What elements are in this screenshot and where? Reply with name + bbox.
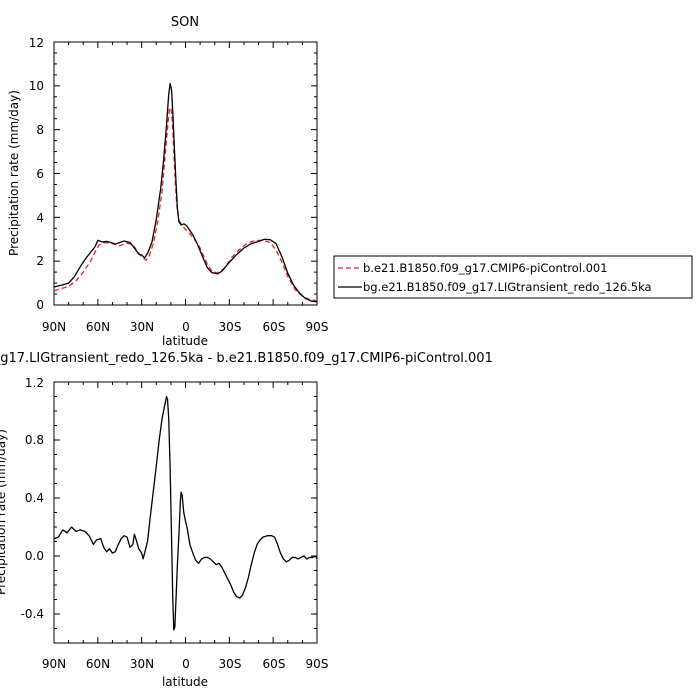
panel2-title: bg.e21.B1850.f09_g17.LIGtransient_redo_1… — [0, 351, 493, 366]
panel1-xtick-30s: 30S — [219, 320, 242, 334]
panel2-y-tick-labels: -0.4 0.0 0.4 0.8 1.2 — [21, 376, 44, 621]
panel1-xtick-30n: 30N — [130, 320, 154, 334]
panel2-xtick-60n: 60N — [86, 657, 110, 671]
panel2-ytick-1.2: 1.2 — [25, 376, 44, 390]
panel2-frame — [53, 381, 318, 644]
panel2-series — [53, 395, 318, 631]
panel1-ytick-6: 6 — [36, 167, 44, 181]
panel2-axes — [53, 381, 318, 644]
panel1-frame — [53, 41, 318, 306]
panel1-y-tick-labels: 0 2 4 6 8 10 12 — [29, 36, 44, 312]
panel1-ytick-10: 10 — [29, 79, 44, 93]
panel1-series-line-1 — [53, 82, 318, 303]
legend-box — [333, 255, 693, 299]
panel1-xtick-60s: 60S — [263, 320, 286, 334]
panel1-series-line-0 — [53, 107, 318, 302]
panel2-xtick-90n: 90N — [42, 657, 66, 671]
panel1-xtick-60n: 60N — [86, 320, 110, 334]
panel2-ytick-0.0: 0.0 — [25, 549, 44, 563]
panel2-ylabel: Precipitation rate (mm/day) — [0, 429, 8, 595]
panel2-xtick-0: 0 — [182, 657, 190, 671]
panel1-ylabel: Precipitation rate (mm/day) — [7, 90, 21, 256]
panel2-ytick-0.4: 0.4 — [25, 491, 44, 505]
legend: b.e21.B1850.f09_g17.CMIP6-piControl.001 … — [333, 255, 693, 299]
panel1-title: SON — [171, 15, 199, 30]
legend-label-ligtransient: bg.e21.B1850.f09_g17.LIGtransient_redo_1… — [363, 280, 652, 294]
panel1-series — [53, 82, 318, 303]
panel1-x-tick-labels: 90N 60N 30N 0 30S 60S 90S — [42, 320, 329, 334]
panel2-xtick-60s: 60S — [263, 657, 286, 671]
panel1-ytick-12: 12 — [29, 36, 44, 50]
panel1-xtick-0: 0 — [182, 320, 190, 334]
panel1-ytick-0: 0 — [36, 298, 44, 312]
panel-difference: bg.e21.B1850.f09_g17.LIGtransient_redo_1… — [0, 351, 493, 689]
panel1-xlabel: latitude — [162, 334, 208, 348]
panel1-ytick-8: 8 — [36, 123, 44, 137]
panel2-xtick-90s: 90S — [306, 657, 329, 671]
panel2-ytick-0.8: 0.8 — [25, 433, 44, 447]
panel2-xlabel: latitude — [162, 675, 208, 689]
panel2-x-tick-labels: 90N 60N 30N 0 30S 60S 90S — [42, 657, 329, 671]
panel2-ytick-m0.4: -0.4 — [21, 607, 44, 621]
panel1-xtick-90n: 90N — [42, 320, 66, 334]
legend-label-picontrol: b.e21.B1850.f09_g17.CMIP6-piControl.001 — [363, 261, 608, 275]
panel2-xtick-30s: 30S — [219, 657, 242, 671]
panel1-ytick-2: 2 — [36, 254, 44, 268]
panel1-axes — [53, 41, 318, 306]
panel-son: SON Precipitation rate (mm/day) latitude… — [7, 15, 328, 348]
panel1-xtick-90s: 90S — [306, 320, 329, 334]
panel2-xtick-30n: 30N — [130, 657, 154, 671]
panel2-series-line-0 — [53, 395, 318, 631]
panel1-ytick-4: 4 — [36, 211, 44, 225]
